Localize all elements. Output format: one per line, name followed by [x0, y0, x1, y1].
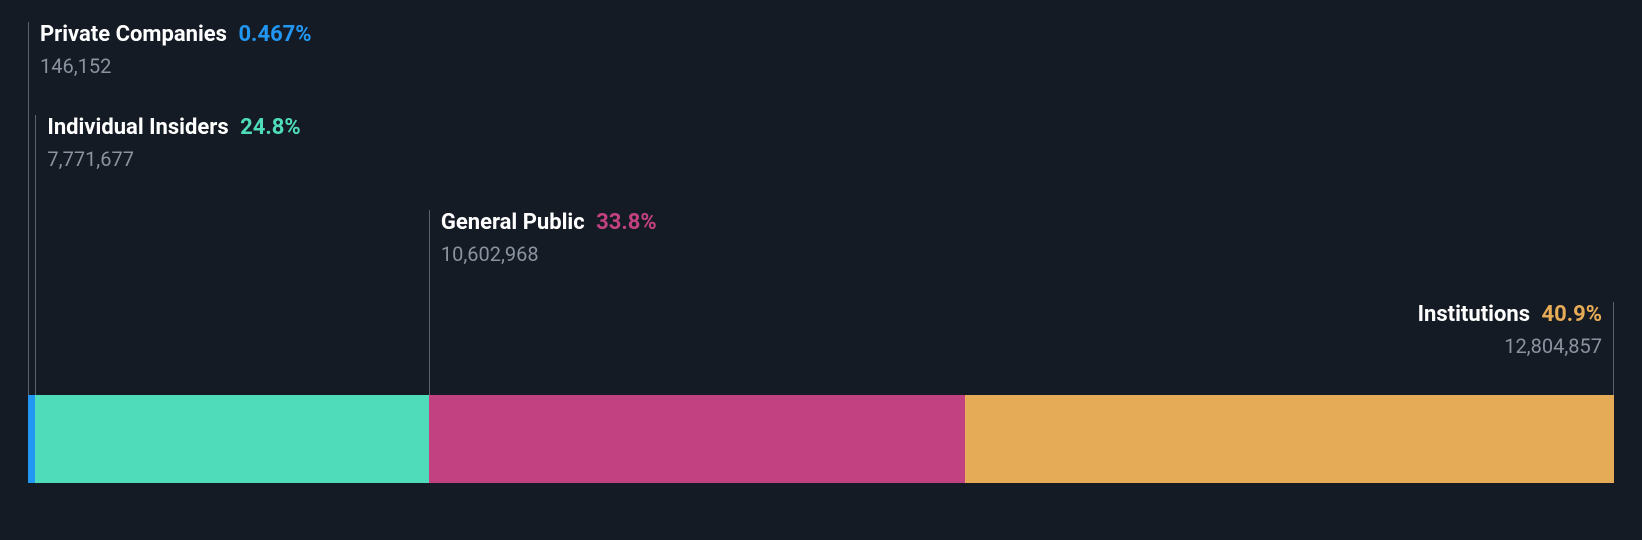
ownership-breakdown-chart: Private Companies 0.467% 146,152 Individ… [0, 0, 1642, 540]
bar-segment-institutions [965, 395, 1614, 483]
label-general-public: General Public 33.8% 10,602,968 [441, 210, 657, 266]
segment-name: Individual Insiders [47, 115, 228, 140]
segment-shares: 10,602,968 [441, 242, 657, 266]
segment-percent: 24.8% [240, 115, 301, 140]
bar-segment-private-companies [28, 395, 35, 483]
segment-shares: 12,804,857 [1418, 334, 1602, 358]
segment-name: Private Companies [40, 22, 227, 47]
segment-percent: 0.467% [238, 22, 311, 47]
segment-shares: 7,771,677 [47, 147, 300, 171]
connector-individual-insiders [35, 115, 36, 395]
label-title: Institutions 40.9% [1418, 302, 1602, 328]
segment-name: Institutions [1418, 302, 1530, 327]
label-private-companies: Private Companies 0.467% 146,152 [40, 22, 312, 78]
segment-percent: 33.8% [596, 210, 657, 235]
connector-private-companies [28, 22, 29, 395]
bar-segment-individual-insiders [35, 395, 428, 483]
segment-shares: 146,152 [40, 54, 312, 78]
bar-segment-general-public [429, 395, 965, 483]
label-institutions: Institutions 40.9% 12,804,857 [1418, 302, 1602, 358]
label-individual-insiders: Individual Insiders 24.8% 7,771,677 [47, 115, 300, 171]
label-title: Private Companies 0.467% [40, 22, 312, 48]
segment-percent: 40.9% [1541, 302, 1602, 327]
connector-general-public [429, 210, 430, 395]
label-title: General Public 33.8% [441, 210, 657, 236]
label-title: Individual Insiders 24.8% [47, 115, 300, 141]
connector-institutions [1613, 302, 1614, 395]
segment-name: General Public [441, 210, 585, 235]
ownership-bar [28, 395, 1614, 483]
